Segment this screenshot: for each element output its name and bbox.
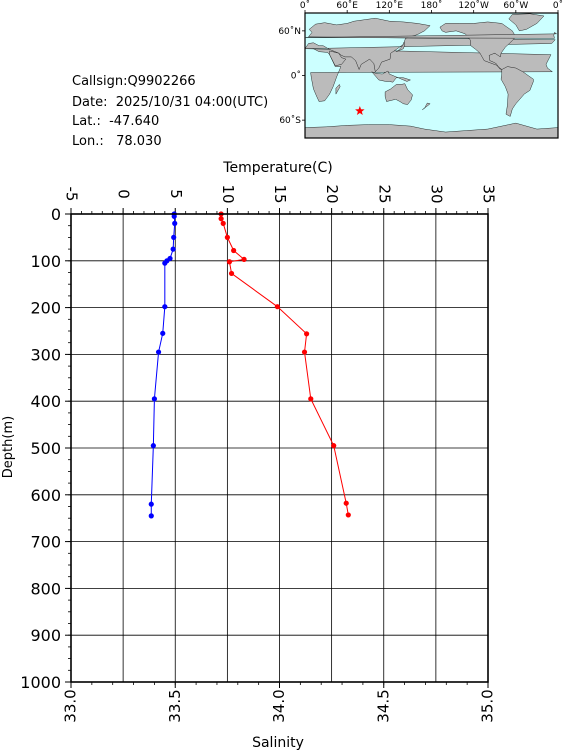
map-landmass — [335, 84, 341, 95]
depth-tick-label: 1000 — [20, 673, 61, 692]
temperature-data-point — [171, 234, 177, 240]
temperature-data-point — [148, 501, 154, 507]
depth-tick-label: 600 — [30, 486, 61, 505]
temperature-data-point — [160, 330, 166, 336]
salinity-tick-label: 34.0 — [270, 689, 288, 722]
temperature-data-point — [162, 260, 168, 266]
salinity-data-point — [331, 443, 337, 449]
chart-series — [148, 211, 351, 519]
temperature-tick-label: 15 — [271, 184, 289, 203]
map-longitude-label: 120˚E — [376, 0, 404, 11]
map-frame — [304, 12, 559, 139]
map-longitude-label: 60˚E — [336, 0, 358, 11]
chart-grid — [70, 213, 489, 683]
bottom-axis-title: Salinity — [252, 735, 304, 751]
depth-tick-label: 700 — [30, 533, 61, 552]
temperature-tick-label: 0 — [115, 189, 133, 199]
depth-tick-label: 0 — [51, 205, 61, 224]
map-landmass — [305, 32, 558, 39]
temperature-data-point — [162, 304, 168, 310]
salinity-tick-label: 33.5 — [166, 689, 184, 722]
temperature-data-point — [170, 246, 176, 252]
salinity-data-point — [241, 256, 247, 262]
salinity-data-point — [231, 247, 237, 254]
depth-tick-label: 400 — [30, 392, 61, 411]
date-text: Date: 2025/10/31 04:00(UTC) — [72, 95, 269, 110]
salinity-data-point — [345, 512, 351, 518]
salinity-data-point — [304, 331, 310, 337]
y-axis-title: Depth(m) — [1, 416, 16, 478]
temperature-data-point — [150, 443, 156, 449]
temperature-tick-label: 35 — [480, 184, 498, 203]
salinity-data-point — [228, 270, 235, 277]
latitude-text: Lat.: -47.640 — [72, 114, 160, 129]
salinity-data-point — [308, 396, 314, 402]
location-map: 0˚ 60˚E 120˚E 180˚ 120˚W 60˚W 0˚ 60˚N 0˚ 60˚S — [278, 0, 563, 139]
temperature-tick-label: 20 — [323, 184, 341, 203]
depth-tick-label: 100 — [30, 252, 61, 271]
salinity-data-point — [220, 220, 226, 226]
map-landmass — [384, 83, 413, 105]
map-longitude-label: 60˚W — [503, 0, 528, 11]
map-longitude-label: 120˚W — [458, 0, 489, 11]
salinity-data-point — [301, 349, 308, 355]
salinity-tick-label: 33.0 — [62, 689, 80, 722]
map-landmass — [304, 18, 556, 73]
depth-tick-label: 900 — [30, 626, 61, 645]
salinity-data-point — [218, 216, 224, 222]
top-axis-title: Temperature(C) — [222, 160, 332, 176]
map-landmass — [508, 13, 545, 32]
map-landmass — [422, 102, 431, 110]
map-latitude-labels: 60˚N 0˚ 60˚S — [278, 26, 301, 126]
depth-tick-label: 800 — [30, 579, 61, 598]
map-longitude-labels: 0˚ 60˚E 120˚E 180˚ 120˚W 60˚W 0˚ — [300, 0, 563, 11]
depth-tick-label: 500 — [30, 439, 61, 458]
temperature-tick-label: 30 — [427, 184, 445, 203]
map-landmass — [439, 21, 517, 70]
map-landmass — [371, 70, 411, 83]
temperature-data-point — [148, 513, 154, 519]
salinity-tick-label: 34.5 — [374, 689, 392, 722]
temperature-data-point — [151, 396, 157, 402]
temperature-tick-label: 25 — [375, 184, 393, 203]
callsign-text: Callsign:Q9902266 — [72, 74, 196, 89]
map-latitude-label: 0˚ — [291, 71, 301, 82]
salinity-tick-label: 35.0 — [479, 689, 497, 722]
temperature-tick-label: 5 — [167, 189, 185, 199]
temperature-data-point — [171, 213, 177, 219]
map-longitude-label: 0˚ — [553, 0, 563, 11]
depth-tick-label: 200 — [30, 299, 61, 318]
plot-frame — [70, 213, 489, 683]
salinity-data-point — [224, 234, 230, 240]
salinity-data-point — [274, 304, 281, 310]
depth-tick-label: 300 — [30, 345, 61, 364]
temperature-data-point — [172, 220, 178, 226]
map-land — [304, 13, 559, 139]
map-landmass — [396, 41, 406, 52]
map-landmass — [500, 66, 534, 117]
map-landmass — [329, 50, 347, 67]
map-latitude-label: 60˚N — [278, 26, 301, 37]
station-marker-icon — [355, 105, 365, 115]
temperature-tick-label: 10 — [219, 184, 237, 203]
longitude-text: Lon.: 78.030 — [72, 134, 162, 149]
temperature-data-point — [155, 349, 162, 355]
salinity-data-point — [226, 259, 233, 265]
salinity-data-point — [343, 500, 349, 506]
chart-tick-labels: -5 0 5 10 15 20 25 30 35010020030040050060070080… — [20, 184, 497, 722]
salinity-profile-line — [220, 214, 349, 516]
map-latitude-label: 60˚S — [279, 115, 301, 126]
map-longitude-label: 180˚ — [421, 0, 443, 11]
map-longitude-label: 0˚ — [300, 0, 310, 11]
temperature-tick-label: -5 — [63, 187, 81, 202]
